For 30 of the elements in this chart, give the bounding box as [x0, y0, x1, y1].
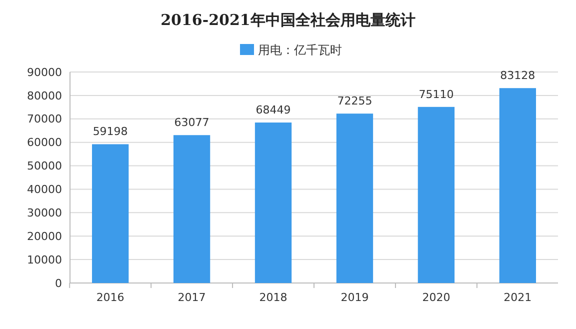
y-tick-label: 10000	[27, 253, 62, 266]
bar	[254, 122, 292, 283]
data-label: 75110	[418, 88, 454, 101]
bar	[173, 135, 210, 283]
y-tick-label: 90000	[27, 66, 62, 79]
data-label: 72255	[337, 94, 372, 108]
data-label: 59198	[92, 125, 128, 138]
y-tick-label: 40000	[27, 183, 62, 196]
data-label: 83128	[500, 69, 536, 82]
chart-title: 2016-2021年中国全社会用电量统计	[160, 11, 416, 29]
y-tick-label: 30000	[27, 206, 62, 220]
x-tick-label: 2021	[504, 291, 532, 304]
data-label: 63077	[174, 116, 210, 130]
x-tick-label: 2019	[340, 291, 369, 304]
bar	[92, 144, 129, 283]
x-tick-label: 2020	[422, 291, 450, 304]
y-tick-label: 60000	[27, 136, 62, 150]
bar	[418, 106, 455, 283]
x-tick-label: 2017	[178, 291, 206, 304]
x-tick-label: 2018	[259, 291, 288, 304]
legend-label: 用电：亿千瓦时	[258, 43, 342, 57]
bar	[336, 114, 374, 283]
data-label: 68449	[256, 104, 291, 117]
y-tick-label: 70000	[27, 112, 62, 126]
y-tick-label: 80000	[27, 89, 62, 102]
x-tick-label: 2016	[96, 291, 124, 304]
y-tick-label: 50000	[27, 160, 62, 173]
bar	[499, 88, 536, 283]
y-tick-label: 20000	[27, 230, 62, 243]
y-tick-label: 0	[55, 276, 62, 290]
